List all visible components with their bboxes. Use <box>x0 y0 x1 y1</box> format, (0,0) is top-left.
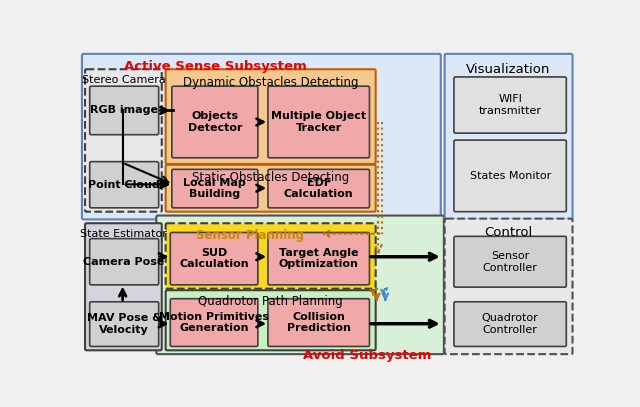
FancyBboxPatch shape <box>85 69 162 212</box>
FancyBboxPatch shape <box>166 290 376 350</box>
Text: Camera Pose: Camera Pose <box>83 257 165 267</box>
Text: Avoid Subsystem: Avoid Subsystem <box>303 349 431 362</box>
FancyBboxPatch shape <box>170 299 258 346</box>
Text: States Monitor: States Monitor <box>470 171 551 181</box>
FancyBboxPatch shape <box>166 69 376 164</box>
Text: Quadrotor Path Planning: Quadrotor Path Planning <box>198 295 343 308</box>
Text: State Estimator: State Estimator <box>80 229 167 239</box>
FancyBboxPatch shape <box>166 165 376 212</box>
FancyBboxPatch shape <box>90 302 159 346</box>
FancyBboxPatch shape <box>156 216 444 354</box>
FancyBboxPatch shape <box>454 140 566 212</box>
FancyBboxPatch shape <box>454 77 566 133</box>
Text: Sensor
Controller: Sensor Controller <box>483 251 538 273</box>
FancyBboxPatch shape <box>170 232 258 285</box>
Text: Control: Control <box>484 226 532 239</box>
FancyBboxPatch shape <box>90 162 159 208</box>
Text: WIFI
transmitter: WIFI transmitter <box>479 94 541 116</box>
Text: Active Sense Subsystem: Active Sense Subsystem <box>124 59 307 72</box>
Text: Target Angle
Optimization: Target Angle Optimization <box>279 248 358 269</box>
FancyBboxPatch shape <box>90 86 159 135</box>
Text: SUD
Calculation: SUD Calculation <box>179 248 249 269</box>
FancyBboxPatch shape <box>268 169 369 208</box>
FancyBboxPatch shape <box>454 302 566 346</box>
Text: Static Obstacles Detecting: Static Obstacles Detecting <box>192 171 349 184</box>
FancyBboxPatch shape <box>445 219 573 354</box>
Text: MAV Pose &
Velocity: MAV Pose & Velocity <box>87 313 161 335</box>
Text: RGB image: RGB image <box>90 105 158 116</box>
Text: Objects
Detector: Objects Detector <box>188 111 242 133</box>
Text: EDF
Calculation: EDF Calculation <box>284 178 353 199</box>
Text: Multiple Object
Tracker: Multiple Object Tracker <box>271 111 366 133</box>
Text: Dynamic Obstacles Detecting: Dynamic Obstacles Detecting <box>183 76 358 89</box>
Text: Stereo Camera: Stereo Camera <box>81 75 165 85</box>
Text: Sensor Planning: Sensor Planning <box>196 229 305 242</box>
FancyBboxPatch shape <box>268 299 369 346</box>
FancyBboxPatch shape <box>268 86 369 158</box>
Text: Point Cloud: Point Cloud <box>88 180 160 190</box>
FancyBboxPatch shape <box>166 223 376 289</box>
FancyBboxPatch shape <box>268 232 369 285</box>
FancyBboxPatch shape <box>172 86 258 158</box>
FancyBboxPatch shape <box>172 169 258 208</box>
Text: Quadrotor
Controller: Quadrotor Controller <box>482 313 538 335</box>
FancyBboxPatch shape <box>82 54 441 219</box>
Text: Visualization: Visualization <box>467 63 551 76</box>
Text: Collision
Prediction: Collision Prediction <box>287 312 351 333</box>
Text: Local Map
Building: Local Map Building <box>184 178 246 199</box>
FancyBboxPatch shape <box>454 236 566 287</box>
FancyBboxPatch shape <box>85 223 162 350</box>
FancyBboxPatch shape <box>445 54 573 219</box>
Text: Motion Primitives
Generation: Motion Primitives Generation <box>159 312 269 333</box>
FancyBboxPatch shape <box>90 239 159 285</box>
